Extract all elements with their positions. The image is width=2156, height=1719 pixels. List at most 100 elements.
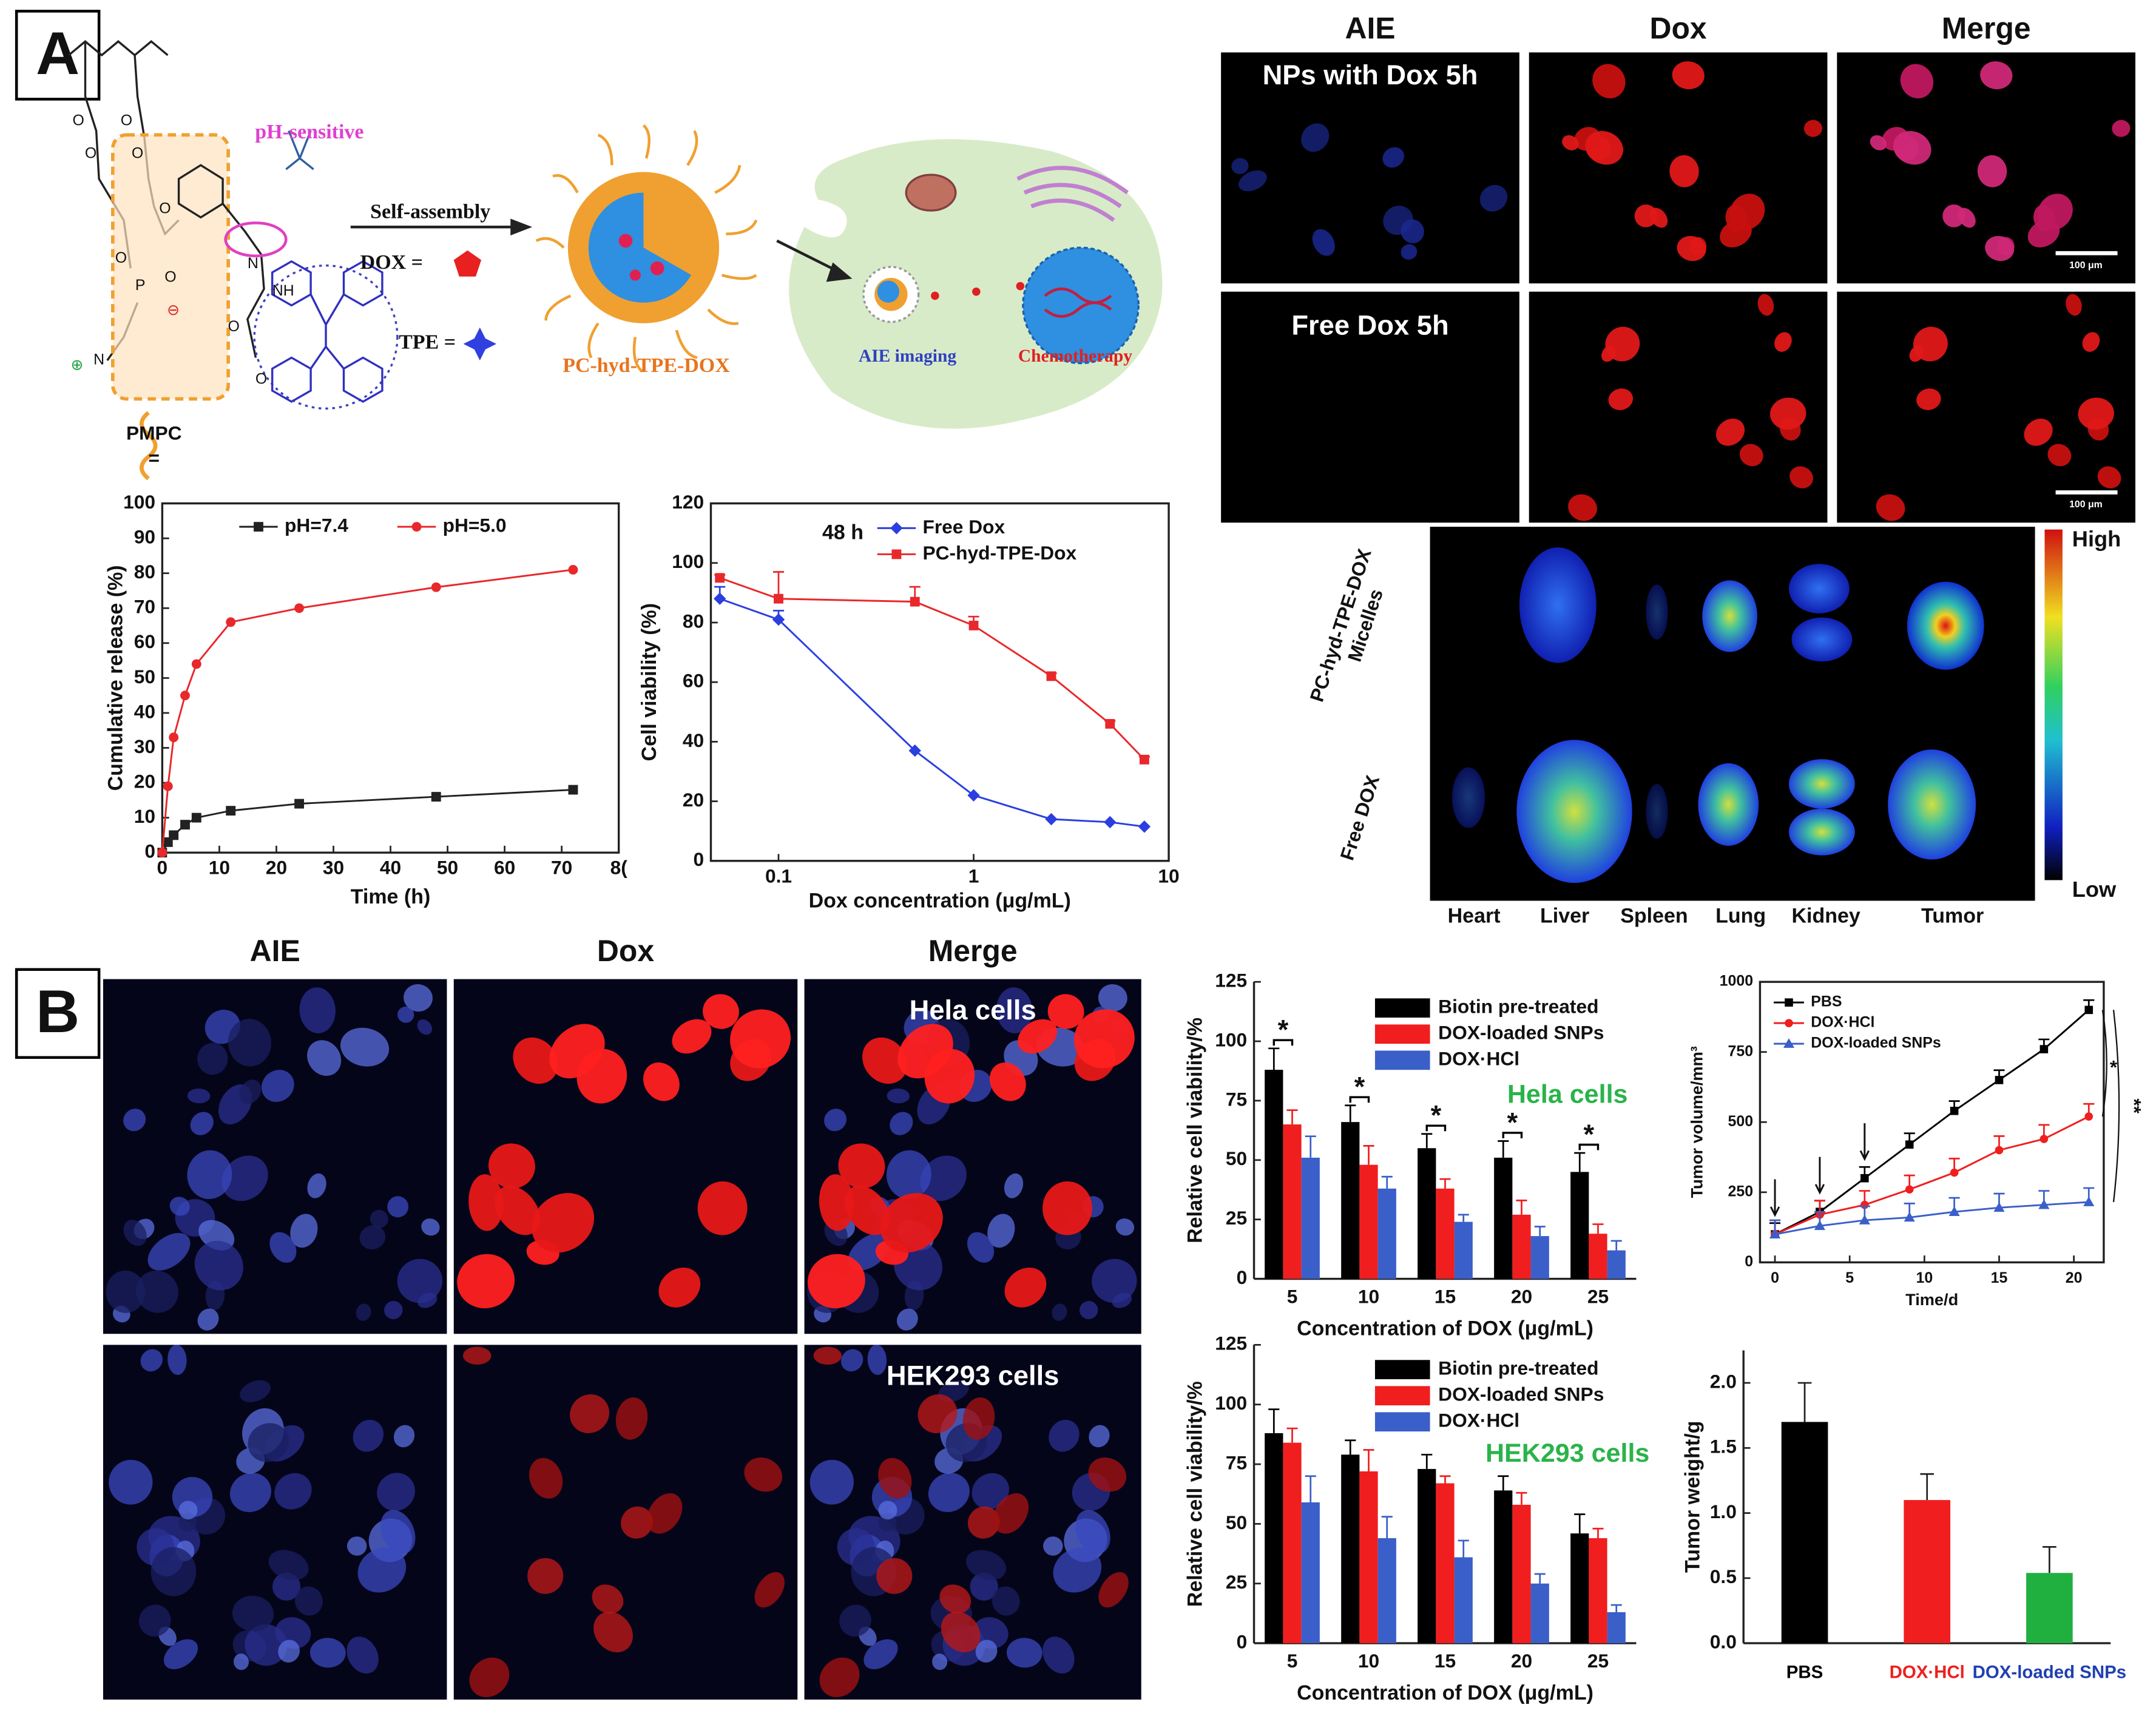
cell-signal	[878, 1501, 897, 1520]
y-tick-label: 125	[1215, 970, 1247, 991]
dna	[1044, 288, 1112, 318]
legend-label: pH=5.0	[443, 515, 507, 536]
bar	[1607, 1612, 1626, 1644]
error-bar	[1421, 1133, 1433, 1149]
cell-signal	[1942, 204, 1965, 228]
bar	[1512, 1214, 1531, 1279]
cell-signal	[1006, 1638, 1043, 1668]
atom-label: O	[72, 112, 84, 129]
y-axis-label: Cell viability (%)	[638, 603, 661, 762]
cell-signal	[876, 1558, 913, 1594]
cell-signal	[275, 1617, 311, 1649]
atom-label: O	[159, 200, 171, 217]
cell-signal	[813, 1346, 842, 1365]
cell-signal	[1757, 294, 1774, 316]
micelle-label: PC-hyd-TPE-DOX	[563, 354, 730, 377]
cell-signal	[356, 1303, 371, 1321]
error-bar	[1534, 1226, 1546, 1237]
series-line	[1774, 1115, 2089, 1235]
x-tick-label: 60	[494, 857, 515, 879]
legend-swatch	[1374, 1412, 1430, 1432]
series-line	[161, 789, 573, 853]
cell-signal	[468, 1174, 504, 1231]
y-tick-label: 20	[683, 789, 704, 811]
cell-signal	[730, 1009, 791, 1069]
column-header: Dox	[1649, 11, 1706, 45]
error-bar	[1574, 1513, 1586, 1534]
cell-signal	[268, 1550, 309, 1581]
cell-signal	[886, 1150, 931, 1200]
y-tick-label: 75	[1226, 1088, 1247, 1110]
bar	[1570, 1533, 1589, 1644]
cell-signal	[248, 1423, 289, 1462]
cell-signal	[1098, 1572, 1129, 1608]
cell-signal	[2112, 120, 2131, 137]
cell-signal	[1608, 388, 1634, 410]
cell-signal	[239, 1079, 262, 1104]
therapy-label: Chemotherapy	[1018, 346, 1132, 366]
data-point	[1905, 1140, 1914, 1149]
x-tick-label: 15	[1991, 1269, 2008, 1286]
x-tick-label: 20	[2066, 1269, 2083, 1286]
cell-signal	[387, 1196, 409, 1218]
cell-signal	[996, 987, 1033, 1033]
cell-signal	[962, 1397, 995, 1440]
dox-symbol	[453, 250, 482, 277]
series-line	[1774, 1009, 2090, 1235]
cell-signal	[197, 1042, 228, 1075]
data-point	[968, 620, 979, 630]
significance-bracket	[1349, 1096, 1370, 1103]
organ-signal	[1519, 547, 1597, 663]
y-tick-label: 0.0	[1710, 1630, 1737, 1652]
legend-label: DOX-loaded SNPs	[1438, 1383, 1604, 1405]
cell-signal	[2024, 418, 2053, 446]
bar	[1530, 1583, 1549, 1644]
atom-label: O	[228, 318, 240, 335]
cell-signal	[975, 1640, 998, 1663]
data-point	[1045, 812, 1058, 826]
y-tick-label: 70	[134, 596, 155, 618]
column-header: AIE	[1345, 11, 1395, 45]
column-header: Merge	[1942, 11, 2031, 45]
dox-dot	[972, 287, 981, 296]
cell-signal	[463, 1346, 492, 1365]
data-point	[226, 806, 236, 816]
bar	[1265, 1433, 1283, 1644]
y-tick-label: 90	[134, 526, 155, 548]
data-point	[2083, 1196, 2095, 1206]
cell-signal	[1383, 205, 1413, 235]
scissors	[285, 130, 314, 171]
legend-marker	[891, 549, 902, 559]
significance-bracket	[1272, 1039, 1294, 1046]
legend-label: Free Dox	[922, 516, 1005, 538]
cell-signal	[646, 1493, 683, 1534]
row-label: NPs with Dox 5h	[1263, 59, 1478, 90]
error-bar	[1592, 1527, 1604, 1539]
cell-signal	[1585, 130, 1623, 165]
cell-signal	[1079, 1301, 1098, 1320]
arrowhead	[510, 218, 533, 235]
cell-signal	[404, 984, 433, 1012]
phenyl-ring	[342, 356, 384, 403]
cell-signal	[1729, 194, 1765, 230]
y-tick-label: 30	[134, 735, 155, 757]
micelle-small-core	[877, 280, 899, 303]
error-bar	[1345, 1439, 1356, 1455]
significance-bracket	[2112, 1010, 2120, 1203]
cell-signal	[1312, 229, 1335, 256]
cell-signal	[887, 1088, 910, 1104]
atom-label: ⊕	[70, 357, 83, 374]
bar	[1512, 1504, 1531, 1644]
cell-signal	[307, 1040, 342, 1076]
linker	[221, 203, 265, 358]
series-line	[1774, 1201, 2089, 1235]
cell-signal	[469, 1657, 510, 1697]
bar	[1359, 1164, 1378, 1279]
cell-signal	[1669, 155, 1699, 187]
cell-signal	[232, 1595, 274, 1632]
data-point	[774, 593, 783, 604]
cell-signal	[867, 1345, 887, 1375]
error-bar	[1345, 1104, 1356, 1123]
dose-arrow	[1769, 1179, 1780, 1217]
